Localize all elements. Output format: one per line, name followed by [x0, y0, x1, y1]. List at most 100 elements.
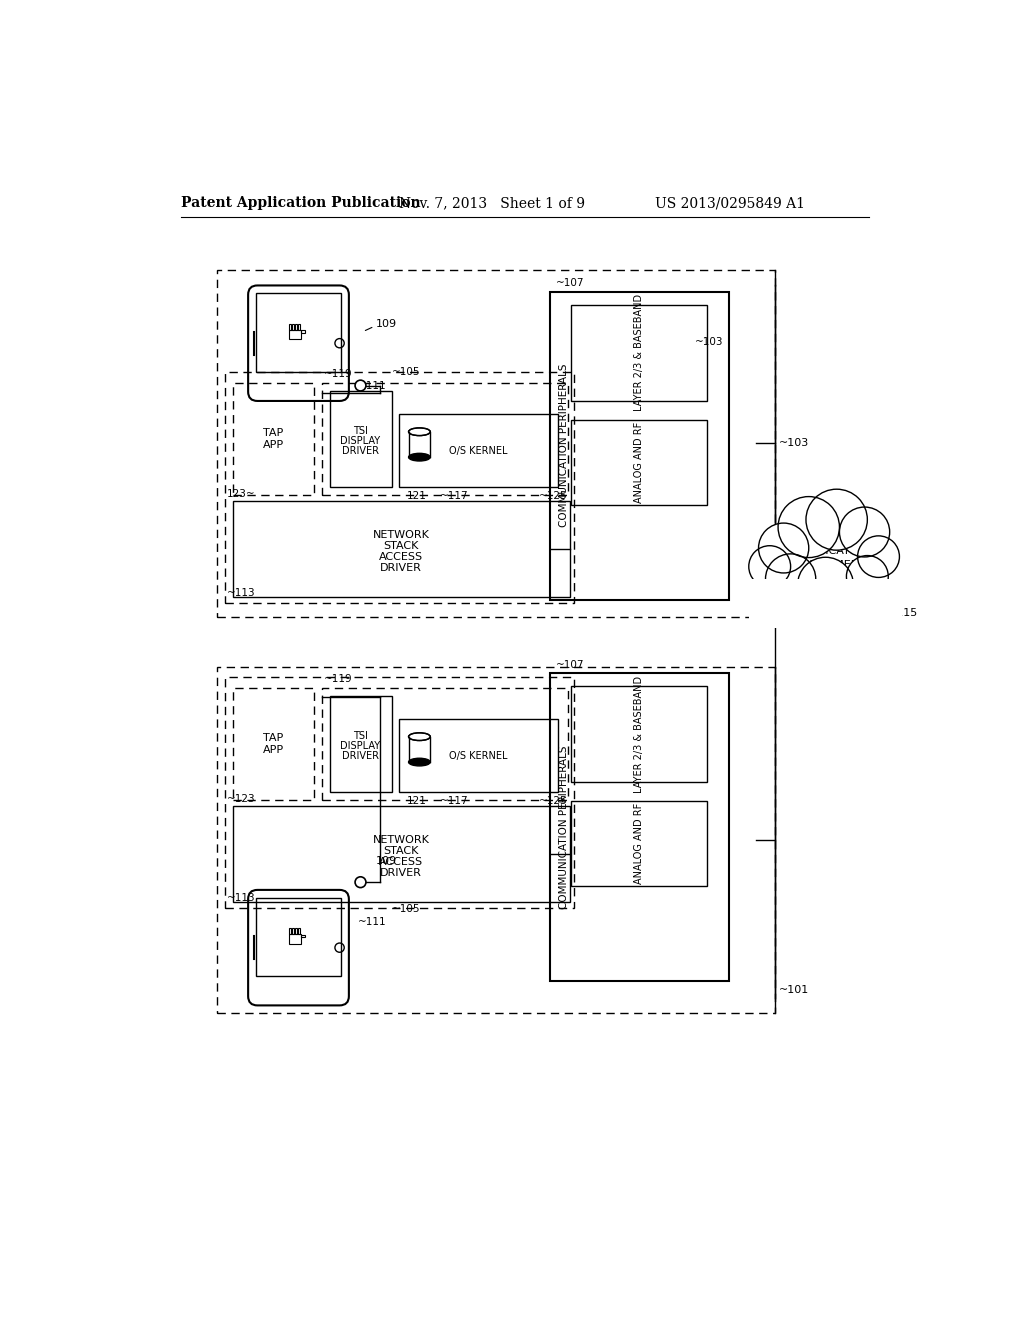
Circle shape	[778, 496, 840, 557]
Text: ANALOG AND RF: ANALOG AND RF	[634, 422, 644, 503]
Text: US 2013/0295849 A1: US 2013/0295849 A1	[655, 197, 805, 210]
Text: TAP: TAP	[263, 428, 284, 438]
Bar	[225, 372, 573, 603]
Text: APP: APP	[263, 746, 284, 755]
Text: O/S KERNEL: O/S KERNEL	[450, 446, 508, 455]
Bar	[550, 292, 729, 599]
Bar	[571, 420, 707, 506]
Circle shape	[766, 554, 816, 603]
Text: ANALOG AND RF: ANALOG AND RF	[634, 803, 644, 884]
Bar	[571, 686, 707, 781]
Text: ~115: ~115	[888, 607, 918, 618]
Text: DRIVER: DRIVER	[380, 562, 422, 573]
Text: ~123: ~123	[227, 795, 256, 804]
Bar	[298, 323, 300, 330]
Text: Patent Application Publication: Patent Application Publication	[180, 197, 420, 210]
Bar	[399, 414, 558, 487]
Bar	[330, 696, 391, 792]
Bar	[289, 330, 301, 339]
Text: COMMUNICATION PERIPHERALS: COMMUNICATION PERIPHERALS	[558, 744, 568, 908]
Circle shape	[806, 490, 867, 550]
Text: COMMUNICATION PERIPHERALS: COMMUNICATION PERIPHERALS	[558, 364, 568, 528]
Ellipse shape	[409, 453, 430, 461]
Text: ~105: ~105	[391, 367, 420, 378]
Text: ~119: ~119	[324, 370, 352, 379]
Circle shape	[355, 876, 366, 887]
Text: ~103: ~103	[779, 438, 809, 449]
Text: DISPLAY: DISPLAY	[340, 742, 381, 751]
Bar	[289, 928, 291, 935]
Text: ACCESS: ACCESS	[379, 552, 423, 562]
Bar	[292, 928, 294, 935]
Bar	[330, 391, 391, 487]
Text: ~111: ~111	[358, 917, 387, 927]
Bar	[217, 667, 775, 1014]
Text: ~105: ~105	[391, 904, 420, 915]
Ellipse shape	[409, 758, 430, 766]
Text: Nov. 7, 2013   Sheet 1 of 9: Nov. 7, 2013 Sheet 1 of 9	[399, 197, 586, 210]
Bar	[289, 935, 301, 944]
Text: ~101: ~101	[779, 985, 809, 995]
Text: ~113: ~113	[227, 892, 256, 903]
Text: TAP: TAP	[263, 733, 284, 743]
Text: 109: 109	[376, 857, 397, 866]
Circle shape	[749, 545, 791, 587]
Bar	[571, 305, 707, 401]
Bar	[322, 688, 568, 800]
Bar	[571, 801, 707, 886]
Text: ENVIRONMENT: ENVIRONMENT	[784, 560, 867, 570]
Text: STACK: STACK	[384, 846, 419, 855]
Text: O/S KERNEL: O/S KERNEL	[450, 751, 508, 760]
Text: LAYER 2/3 & BASEBAND: LAYER 2/3 & BASEBAND	[634, 294, 644, 412]
Bar	[298, 928, 300, 935]
Circle shape	[355, 380, 366, 391]
Text: ~117: ~117	[439, 491, 468, 500]
Bar	[301, 330, 305, 333]
Text: 121: 121	[407, 796, 427, 805]
Text: DISPLAY: DISPLAY	[340, 437, 381, 446]
Bar	[399, 719, 558, 792]
Bar	[301, 935, 305, 937]
Text: ~125: ~125	[539, 796, 567, 805]
Text: 121: 121	[407, 491, 427, 500]
Text: COMMUNICATIONS: COMMUNICATIONS	[773, 546, 878, 556]
FancyBboxPatch shape	[749, 579, 902, 628]
Text: DRIVER: DRIVER	[380, 867, 422, 878]
Text: ACCESS: ACCESS	[379, 857, 423, 867]
Bar	[295, 928, 297, 935]
Bar	[256, 293, 341, 372]
Bar	[322, 383, 568, 495]
Text: STACK: STACK	[384, 541, 419, 550]
Text: ~107: ~107	[556, 279, 585, 288]
Text: DRIVER: DRIVER	[342, 446, 379, 457]
Text: 109: 109	[376, 319, 397, 329]
Text: ~103: ~103	[695, 337, 724, 347]
Bar	[232, 502, 569, 598]
Text: 123~: 123~	[227, 490, 256, 499]
Bar	[289, 323, 291, 330]
Text: ~125: ~125	[539, 491, 567, 500]
Circle shape	[857, 536, 899, 577]
Text: ~113: ~113	[227, 589, 256, 598]
Text: LAYER 2/3 & BASEBAND: LAYER 2/3 & BASEBAND	[634, 676, 644, 792]
Bar	[295, 323, 297, 330]
Bar	[232, 688, 314, 800]
Circle shape	[798, 557, 853, 612]
Bar	[232, 383, 314, 495]
Text: TSI: TSI	[353, 731, 368, 742]
Bar	[550, 673, 729, 981]
Circle shape	[840, 507, 890, 557]
Bar	[217, 271, 775, 616]
Text: APP: APP	[263, 441, 284, 450]
Text: NETWORK: NETWORK	[373, 531, 430, 540]
Circle shape	[759, 523, 809, 573]
Circle shape	[847, 556, 888, 597]
Text: ~117: ~117	[439, 796, 468, 805]
Text: ~107: ~107	[556, 660, 585, 671]
Text: TSI: TSI	[353, 426, 368, 437]
Bar	[256, 898, 341, 977]
Text: ~119: ~119	[324, 675, 352, 684]
Bar	[225, 677, 573, 908]
Bar	[232, 807, 569, 903]
Text: DRIVER: DRIVER	[342, 751, 379, 762]
